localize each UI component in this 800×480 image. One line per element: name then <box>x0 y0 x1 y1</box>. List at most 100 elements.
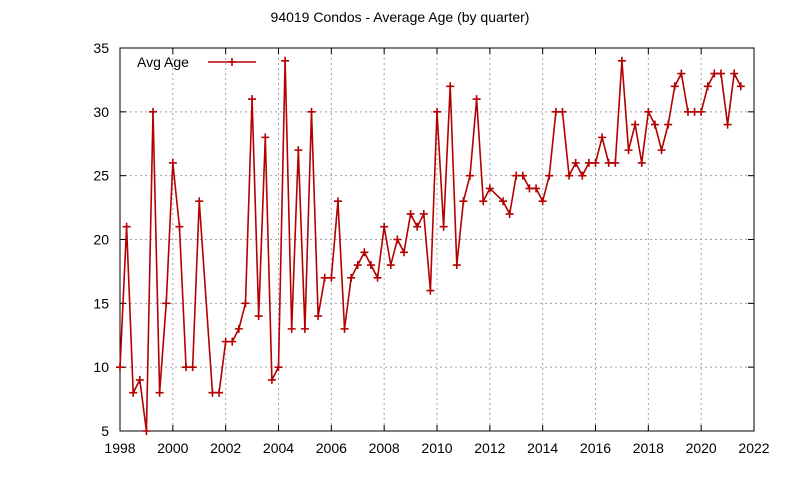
x-tick-label: 2018 <box>633 440 664 456</box>
data-point-marker <box>631 120 640 129</box>
data-point-marker <box>168 158 177 167</box>
data-point-marker <box>234 324 243 333</box>
data-point-marker <box>155 388 164 397</box>
data-point-marker <box>677 69 686 78</box>
data-point-marker <box>446 82 455 91</box>
x-tick-label: 2020 <box>686 440 717 456</box>
data-point-marker <box>624 146 633 155</box>
data-point-marker <box>644 107 653 116</box>
data-point-marker <box>439 222 448 231</box>
data-point-marker <box>472 95 481 104</box>
data-point-marker <box>591 158 600 167</box>
data-point-marker <box>175 222 184 231</box>
data-point-marker <box>505 209 514 218</box>
data-point-marker <box>657 146 666 155</box>
tick-labels: 1998 2000 2002 2004 2006 2008 2010 2012 2014 2016… <box>93 40 769 456</box>
data-point-marker <box>248 95 257 104</box>
data-point-marker <box>558 107 567 116</box>
data-point-marker <box>314 312 323 321</box>
x-tick-label: 2010 <box>421 440 452 456</box>
data-point-marker <box>241 299 250 308</box>
y-tick-label: 20 <box>93 232 109 248</box>
x-tick-label: 2008 <box>369 440 400 456</box>
x-tick-label: 1998 <box>104 440 135 456</box>
data-point-marker <box>452 261 461 270</box>
data-point-marker <box>149 107 158 116</box>
data-point-marker <box>565 171 574 180</box>
y-tick-label: 5 <box>101 423 109 439</box>
data-point-marker <box>419 209 428 218</box>
x-tick-label: 2004 <box>263 440 294 456</box>
legend-marker <box>228 58 236 66</box>
x-tick-label: 2006 <box>316 440 347 456</box>
data-point-marker <box>162 299 171 308</box>
data-point-marker <box>532 184 541 193</box>
data-point-marker <box>122 222 131 231</box>
data-point-marker <box>598 133 607 142</box>
data-point-marker <box>736 82 745 91</box>
data-point-marker <box>479 197 488 206</box>
data-point-marker <box>723 120 732 129</box>
data-point-marker <box>518 171 527 180</box>
data-point-marker <box>281 56 290 65</box>
data-point-marker <box>703 82 712 91</box>
y-tick-label: 10 <box>93 359 109 375</box>
y-tick-label: 15 <box>93 295 109 311</box>
data-point-marker <box>386 261 395 270</box>
data-point-marker <box>617 56 626 65</box>
legend-label: Avg Age <box>137 54 189 70</box>
data-point-marker <box>353 261 362 270</box>
data-point-marker <box>393 235 402 244</box>
data-point-marker <box>545 171 554 180</box>
series-layer <box>116 56 745 435</box>
data-point-marker <box>697 107 706 116</box>
y-tick-label: 35 <box>93 40 109 56</box>
data-point-marker <box>116 363 124 372</box>
data-point-marker <box>294 146 303 155</box>
data-point-marker <box>360 248 369 257</box>
data-point-marker <box>129 388 138 397</box>
data-point-marker <box>499 197 508 206</box>
data-point-marker <box>406 209 415 218</box>
data-point-marker <box>228 337 237 346</box>
data-point-marker <box>399 248 408 257</box>
data-point-marker <box>287 324 296 333</box>
data-point-marker <box>135 375 144 384</box>
data-point-marker <box>254 312 263 321</box>
series-line <box>119 59 742 432</box>
y-tick-label: 30 <box>93 104 109 120</box>
legend: Avg Age <box>137 54 256 70</box>
data-point-marker <box>327 273 336 282</box>
x-tick-label: 2022 <box>738 440 769 456</box>
data-point-marker <box>578 171 587 180</box>
x-tick-label: 2000 <box>157 440 188 456</box>
data-point-marker <box>426 286 435 295</box>
data-point-marker <box>215 388 224 397</box>
data-point-marker <box>340 324 349 333</box>
data-point-marker <box>571 158 580 167</box>
data-point-marker <box>300 324 309 333</box>
chart-title: 94019 Condos - Average Age (by quarter) <box>270 9 530 25</box>
data-point-marker <box>188 363 197 372</box>
data-point-marker <box>274 363 283 372</box>
y-tick-label: 25 <box>93 168 109 184</box>
data-point-marker <box>366 261 375 270</box>
data-point-marker <box>142 427 151 435</box>
data-point-marker <box>333 197 342 206</box>
x-tick-label: 2016 <box>580 440 611 456</box>
x-tick-label: 2002 <box>210 440 241 456</box>
data-point-marker <box>195 197 204 206</box>
data-point-marker <box>261 133 270 142</box>
data-point-marker <box>611 158 620 167</box>
data-point-marker <box>650 120 659 129</box>
data-point-marker <box>730 69 739 78</box>
data-point-marker <box>347 273 356 282</box>
data-point-marker <box>670 82 679 91</box>
data-point-marker <box>267 375 276 384</box>
axes <box>119 47 755 432</box>
data-point-marker <box>413 222 422 231</box>
grid-lines <box>120 48 754 431</box>
data-point-marker <box>637 158 646 167</box>
x-tick-label: 2012 <box>474 440 505 456</box>
